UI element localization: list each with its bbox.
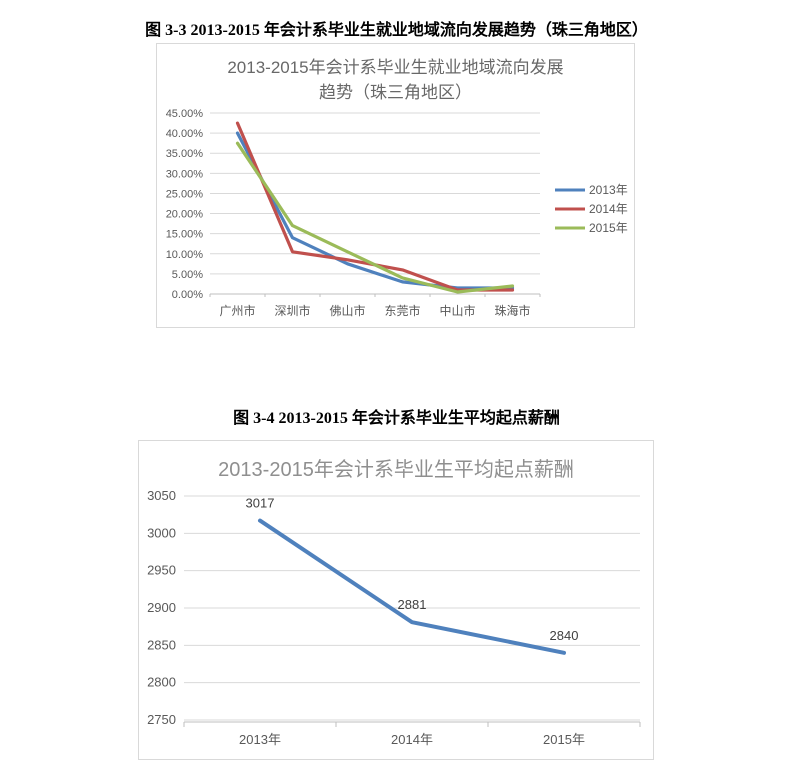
y-axis-tick-label: 20.00% <box>166 209 204 221</box>
series-line-2013年 <box>235 131 515 290</box>
figure-3-4-caption: 图 3-4 2013-2015 年会计系毕业生平均起点薪酬 <box>233 410 560 427</box>
salary-trend-chart: 2013-2015年会计系毕业生平均起点薪酬 3050 3000 2950 2900 2… <box>138 440 654 760</box>
chart1-title: 2013-2015年会计系毕业生就业地域流向发展 趋势（珠三角地区） <box>157 55 634 105</box>
figure-3-3-caption: 图 3-3 2013-2015 年会计系毕业生就业地域流向发展趋势（珠三角地区） <box>145 22 648 39</box>
data-point-label: 3017 <box>246 496 275 511</box>
y-axis-tick-label: 2950 <box>147 563 176 578</box>
x-axis-category-label: 深圳市 <box>274 303 310 318</box>
x-axis-category-label: 2013年 <box>239 732 281 747</box>
salary-trend-line-chart-svg: 3050 3000 2950 2900 2850 2800 2750 2013年 2014年 20… <box>147 488 641 747</box>
x-axis-category-label: 东莞市 <box>384 303 420 318</box>
y-axis-tick-label: 2850 <box>147 637 176 652</box>
x-axis-category-label: 2015年 <box>543 732 585 747</box>
data-point-label: 2840 <box>550 628 579 643</box>
x-axis-category-label: 2014年 <box>391 732 433 747</box>
x-axis-category-label: 广州市 <box>219 303 255 318</box>
chart2-title: 2013-2015年会计系毕业生平均起点薪酬 <box>218 459 574 481</box>
y-axis-tick-label: 40.00% <box>166 128 204 140</box>
legend-label-2015年: 2015年 <box>589 221 628 235</box>
x-axis-category-label: 珠海市 <box>494 303 530 318</box>
data-point-label: 2881 <box>398 597 427 612</box>
y-axis-tick-label: 10.00% <box>166 249 204 261</box>
y-axis-tick-label: 15.00% <box>166 229 204 241</box>
y-axis-tick-label: 0.00% <box>172 289 203 301</box>
y-axis-tick-label: 2800 <box>147 675 176 690</box>
chart1-title-line1: 2013-2015年会计系毕业生就业地域流向发展 <box>227 58 564 77</box>
y-axis-tick-label: 3050 <box>147 488 176 503</box>
series-line-平均起点薪酬 <box>258 518 566 655</box>
y-axis-tick-label: 3000 <box>147 525 176 540</box>
x-axis-category-label: 佛山市 <box>329 303 365 318</box>
x-axis-category-label: 中山市 <box>439 303 475 318</box>
regional-trend-chart: 2013-2015年会计系毕业生就业地域流向发展 趋势（珠三角地区） 45.00… <box>156 43 635 328</box>
series-line-2015年 <box>235 141 515 294</box>
legend-label-2013年: 2013年 <box>589 183 628 197</box>
y-axis-tick-label: 45.00% <box>166 108 204 120</box>
y-axis-tick-label: 25.00% <box>166 188 204 200</box>
legend-label-2014年: 2014年 <box>589 202 628 216</box>
y-axis-tick-label: 5.00% <box>172 269 203 281</box>
y-axis-tick-label: 2900 <box>147 600 176 615</box>
y-axis-tick-label: 2750 <box>147 712 176 727</box>
y-axis-tick-label: 35.00% <box>166 148 204 160</box>
y-axis-tick-label: 30.00% <box>166 168 204 180</box>
regional-trend-line-chart-svg: 45.00% 40.00% 35.00% 30.00% 25.00% 20.00% 15.0… <box>166 108 628 318</box>
chart1-title-line2: 趋势（珠三角地区） <box>319 83 472 102</box>
